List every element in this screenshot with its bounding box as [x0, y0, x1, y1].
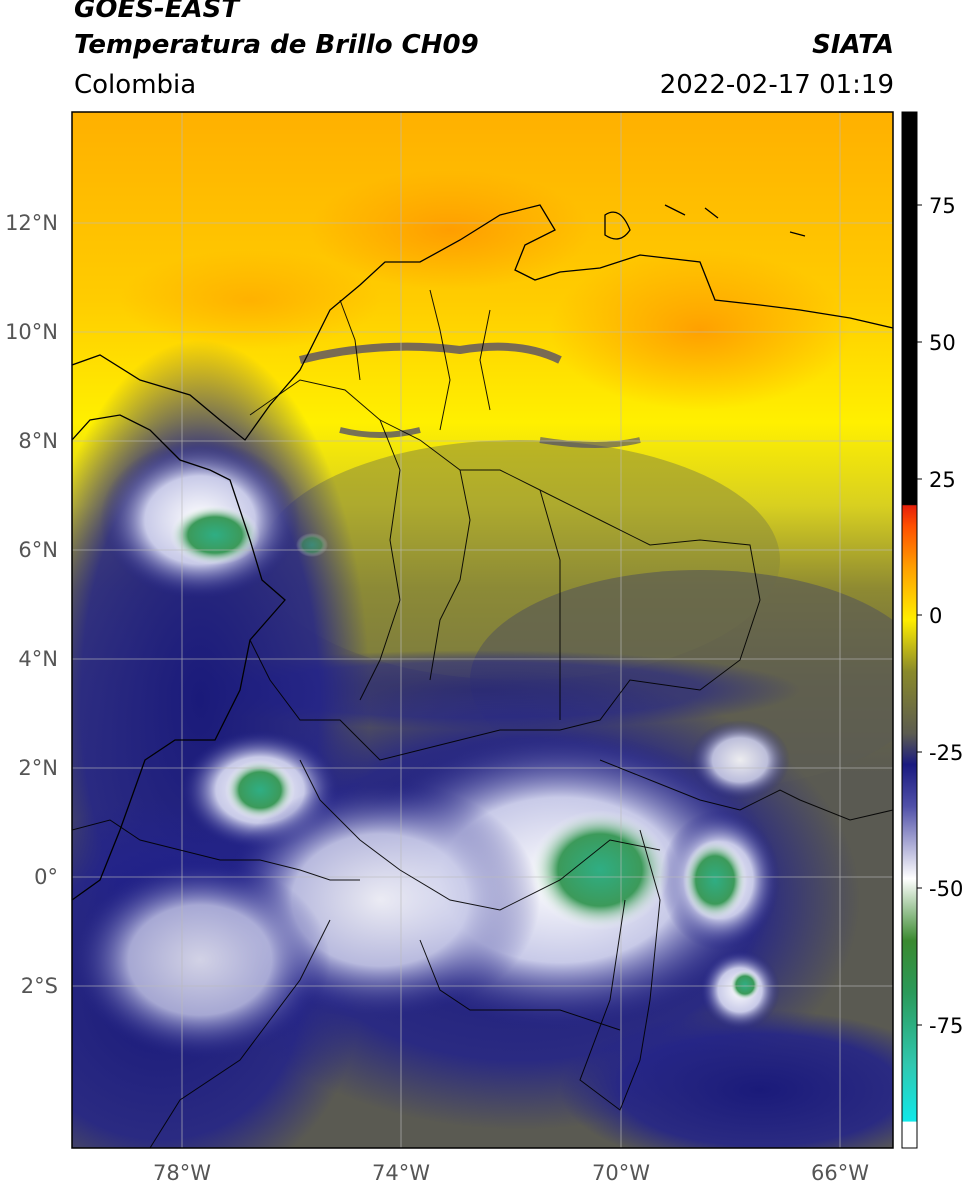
institution-label: SIATA [812, 30, 894, 60]
lat-tick-label: 0° [34, 865, 58, 889]
lon-tick-label: 78°W [153, 1161, 211, 1185]
satellite-title: GOES-EAST [74, 0, 240, 24]
colorbar-gradient [902, 112, 917, 1148]
colorbar-tick-label: -50 [929, 877, 963, 901]
lon-tick-label: 66°W [811, 1161, 869, 1185]
colorbar-tick-label: -75 [929, 1014, 963, 1038]
lat-tick-label: 6°N [18, 538, 58, 562]
colorbar-tick-label: 75 [929, 194, 956, 218]
region-label: Colombia [74, 70, 197, 100]
lat-tick-label: 8°N [18, 429, 58, 453]
colorbar: 75 50 25 0 -25 -50 -75 [901, 111, 963, 1149]
brightness-temperature-field [72, 112, 893, 1148]
colorbar-tick-label: 25 [929, 468, 956, 492]
timestamp-label: 2022-02-17 01:19 [659, 70, 894, 100]
lon-tick-label: 74°W [372, 1161, 430, 1185]
map-frame [71, 111, 894, 1149]
colorbar-tick-label: 50 [929, 331, 956, 355]
colorbar-tick-label: 0 [929, 604, 942, 628]
product-title: Temperatura de Brillo CH09 [74, 30, 479, 60]
longitude-labels: 78°W 74°W 70°W 66°W [153, 1161, 869, 1185]
lat-tick-label: 10°N [5, 320, 58, 344]
admin-borders [72, 289, 893, 1148]
lon-tick-label: 70°W [592, 1161, 650, 1185]
coastlines [72, 204, 893, 901]
lat-tick-label: 2°S [21, 974, 58, 998]
lat-tick-label: 12°N [5, 211, 58, 235]
lat-tick-label: 2°N [18, 756, 58, 780]
colorbar-tick-label: -25 [929, 741, 963, 765]
lat-tick-label: 4°N [18, 647, 58, 671]
latitude-labels: 12°N 10°N 8°N 6°N 4°N 2°N 0° 2°S [5, 211, 58, 998]
gridlines [72, 112, 893, 1148]
